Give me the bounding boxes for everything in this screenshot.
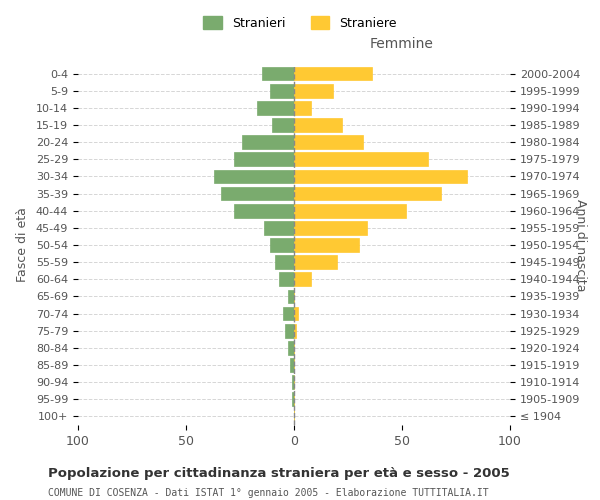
Legend: Stranieri, Straniere: Stranieri, Straniere [198, 11, 402, 35]
Bar [275, 256, 294, 269]
Bar [283, 306, 294, 320]
Bar [294, 136, 363, 149]
Bar [294, 118, 341, 132]
Bar [221, 186, 294, 200]
Bar [262, 66, 294, 80]
Bar [294, 204, 406, 218]
Text: Femmine: Femmine [370, 36, 434, 51]
Bar [233, 204, 294, 218]
Bar [272, 118, 294, 132]
Bar [214, 170, 294, 183]
Bar [294, 101, 311, 114]
Bar [279, 272, 294, 286]
Bar [287, 290, 294, 304]
Bar [292, 392, 294, 406]
Bar [270, 84, 294, 98]
Bar [233, 152, 294, 166]
Bar [294, 186, 441, 200]
Bar [287, 341, 294, 354]
Bar [264, 221, 294, 234]
Bar [294, 84, 333, 98]
Bar [290, 358, 294, 372]
Bar [286, 324, 294, 338]
Bar [270, 238, 294, 252]
Bar [294, 170, 467, 183]
Bar [294, 324, 296, 338]
Bar [294, 221, 367, 234]
Text: Popolazione per cittadinanza straniera per età e sesso - 2005: Popolazione per cittadinanza straniera p… [48, 468, 510, 480]
Bar [294, 256, 337, 269]
Bar [257, 101, 294, 114]
Bar [294, 66, 372, 80]
Bar [294, 272, 311, 286]
Bar [294, 238, 359, 252]
Y-axis label: Anni di nascita: Anni di nascita [574, 198, 587, 291]
Y-axis label: Fasce di età: Fasce di età [16, 208, 29, 282]
Bar [294, 306, 298, 320]
Text: COMUNE DI COSENZA - Dati ISTAT 1° gennaio 2005 - Elaborazione TUTTITALIA.IT: COMUNE DI COSENZA - Dati ISTAT 1° gennai… [48, 488, 488, 498]
Bar [292, 376, 294, 389]
Bar [242, 136, 294, 149]
Bar [294, 152, 428, 166]
